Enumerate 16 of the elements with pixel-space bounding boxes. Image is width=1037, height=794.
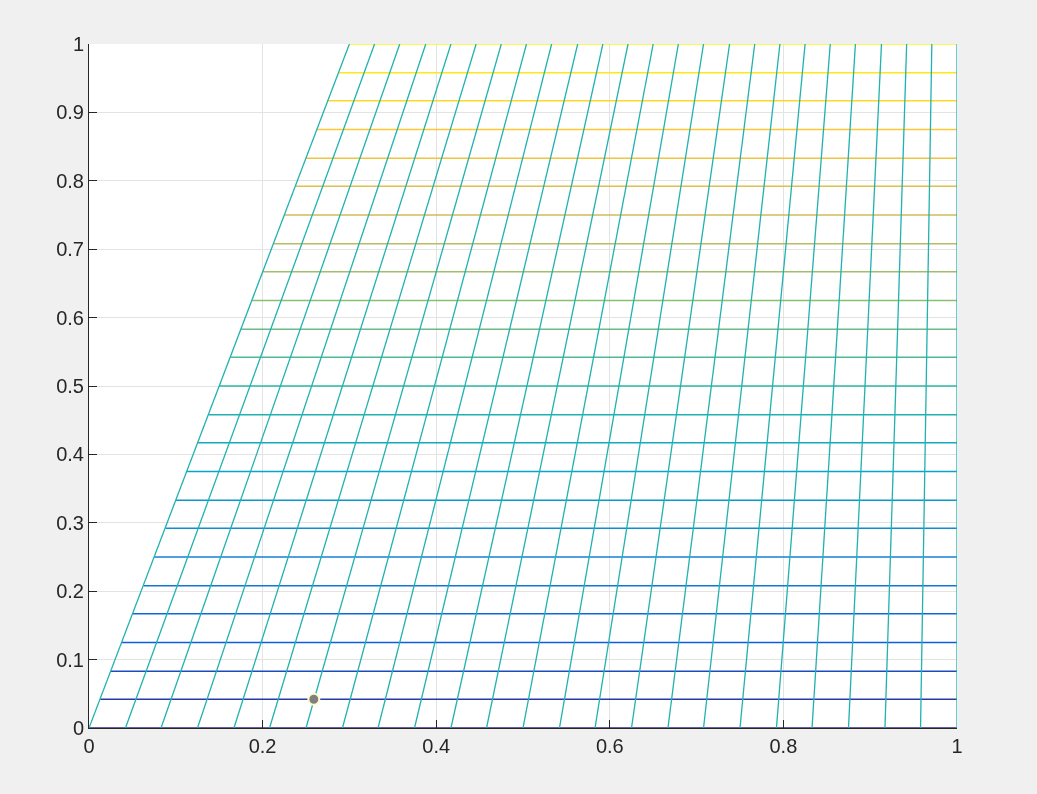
y-tick-label: 0.8: [56, 169, 84, 192]
y-tick-label: 0.7: [56, 238, 84, 261]
y-tick-label: 0.5: [56, 375, 84, 397]
x-tick-label: 0.4: [422, 735, 451, 757]
y-tick-label: 0.6: [56, 306, 84, 329]
y-tick-label: 0: [72, 717, 84, 739]
y-tick-label: 0.3: [56, 511, 84, 534]
y-tick-label: 0.1: [56, 648, 84, 671]
x-tick-label: 0.6: [595, 735, 624, 757]
x-tick-label: 0.8: [769, 735, 798, 757]
y-tick-label: 0.9: [56, 101, 84, 124]
x-tick-label: 1: [951, 735, 963, 757]
y-tick-label: 0.4: [56, 443, 84, 466]
y-tick-label: 0.2: [56, 580, 84, 603]
y-tick-label: 1: [72, 33, 84, 55]
x-tick-label: 0.2: [248, 735, 277, 757]
